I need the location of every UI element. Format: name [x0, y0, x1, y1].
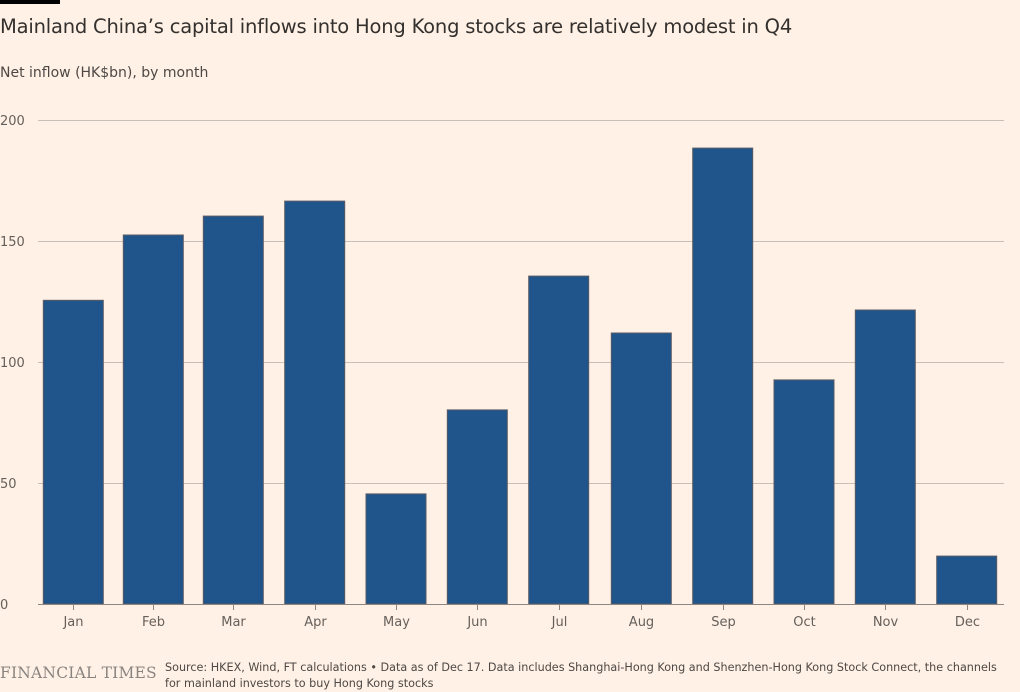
ft-top-bar: [0, 0, 60, 4]
bar-may: [365, 493, 427, 605]
y-tick-label: 50: [0, 477, 17, 492]
x-tick-label: Apr: [304, 615, 327, 630]
x-tick-label: Jul: [551, 615, 568, 630]
chart-title: Mainland China’s capital inflows into Ho…: [0, 15, 793, 38]
bars: [42, 147, 998, 605]
bar-aug: [610, 332, 672, 605]
x-tick-label: Oct: [793, 615, 815, 630]
bar-feb: [122, 234, 184, 605]
bar-jan: [42, 299, 104, 605]
y-tick-label: 100: [0, 356, 25, 371]
x-tick-label: Jun: [466, 615, 487, 630]
bar-mar: [202, 215, 264, 605]
bar-jul: [528, 275, 590, 605]
y-tick-label: 150: [0, 235, 25, 250]
ft-logo: FINANCIAL TIMES: [0, 664, 157, 682]
bar-dec: [936, 555, 998, 605]
bar-apr: [284, 200, 346, 605]
chart-subtitle: Net inflow (HK$bn), by month: [0, 65, 209, 81]
y-tick-label: 200: [0, 114, 25, 129]
bar-oct: [773, 379, 835, 605]
gridlines: [38, 120, 1004, 484]
bar-nov: [854, 309, 916, 605]
y-tick-label: 0: [0, 598, 8, 613]
x-axis: Jan Feb Mar Apr May Jun Jul Aug Sep Oct Nov Dec: [38, 604, 1004, 630]
x-tick-label: May: [383, 615, 410, 630]
x-tick-label: Sep: [711, 615, 736, 630]
x-tick-label: Aug: [629, 615, 654, 630]
x-tick-label: Mar: [221, 615, 246, 630]
x-tick-label: Jan: [62, 615, 83, 630]
y-axis-ticks: 0 50 100 150 200: [0, 114, 25, 613]
bar-sep: [692, 147, 754, 605]
bar-jun: [446, 409, 508, 605]
x-tick-label: Dec: [955, 615, 980, 630]
source-note: Source: HKEX, Wind, FT calculations • Da…: [165, 661, 997, 690]
x-tick-label: Feb: [142, 615, 165, 630]
x-tick-label: Nov: [873, 615, 899, 630]
